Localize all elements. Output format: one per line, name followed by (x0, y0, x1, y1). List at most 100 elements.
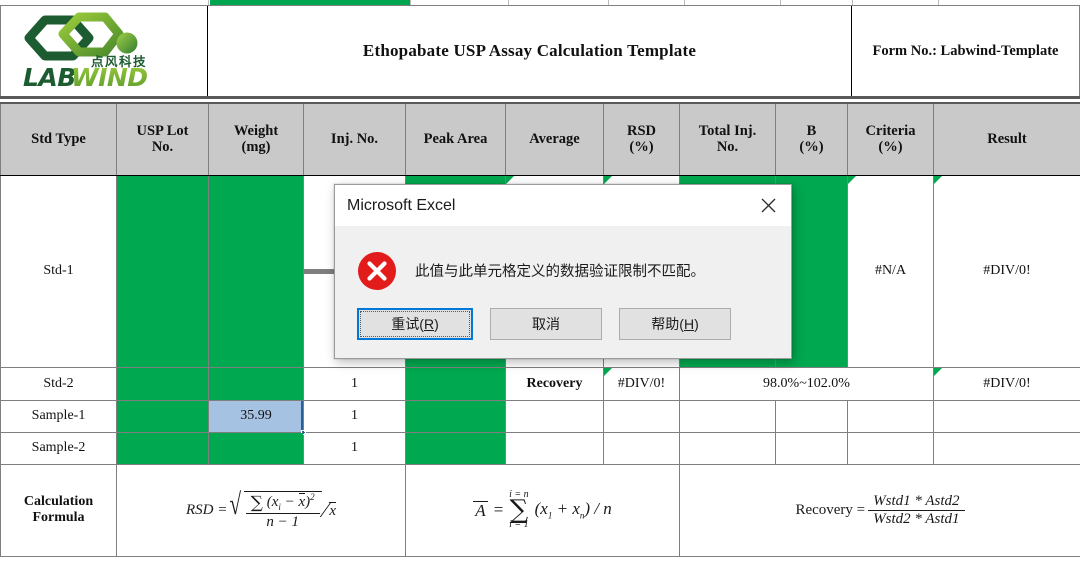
cell-peak-area-sample1[interactable] (405, 399, 506, 433)
radical-body: ∑ (xi − x)2 n − 1 (243, 490, 322, 530)
formula-rsd-fraction: ∑ (xi − x)2 n − 1 (245, 492, 320, 530)
sum-lower-limit: i = 1 (509, 519, 529, 531)
cell-std-type-sample1[interactable]: Sample-1 (0, 399, 117, 433)
cell-average-sample1[interactable] (505, 399, 604, 433)
column-header-total-inj-no: Total Inj. No. (679, 102, 776, 176)
cell-result-sample1[interactable] (933, 399, 1080, 433)
svg-text:WIND: WIND (71, 63, 148, 90)
formula-rsd-lhs: RSD = (185, 501, 228, 518)
cell-weight-std2[interactable] (208, 366, 304, 401)
labwind-logo-art: 点风科技 LAB WIND (23, 12, 148, 90)
col-label: Total Inj. (698, 122, 757, 139)
cell-rsd-sample2[interactable] (603, 431, 680, 465)
help-button[interactable]: 帮助(H) (619, 308, 731, 340)
dialog-button-row: 重试(R) 取消 帮助(H) (335, 304, 791, 340)
formula-average-sum: i = n ∑ i = 1 (509, 488, 529, 531)
svg-text:LAB: LAB (23, 63, 76, 90)
formula-rsd-divisor: x (329, 501, 337, 519)
retry-button-label: 重试(R) (391, 316, 439, 332)
cell-peak-area-sample2[interactable] (405, 431, 506, 465)
col-label: Peak Area (423, 130, 488, 147)
col-label: (mg) (241, 139, 271, 156)
cell-criteria-sample1[interactable] (847, 399, 934, 433)
formula-rsd-slash: ∕ (323, 497, 328, 522)
sum-upper-limit: i = n (509, 488, 529, 500)
cell-inj-no-sample2[interactable]: 1 (303, 431, 406, 465)
table-header-row: Std Type USP Lot No. Weight (mg) Inj. No… (0, 102, 1080, 176)
cancel-button[interactable]: 取消 (490, 308, 602, 340)
cell-average-sample2[interactable] (505, 431, 604, 465)
cell-weight-sample2[interactable] (208, 431, 304, 465)
cell-total-inj-no-sample2[interactable] (679, 431, 776, 465)
dialog-title: Microsoft Excel (347, 196, 456, 214)
cell-recovery-label[interactable]: Recovery (505, 366, 604, 401)
company-logo-cell: 点风科技 LAB WIND (0, 6, 208, 96)
top-row-strip (0, 0, 1080, 6)
cell-weight-std1[interactable] (208, 174, 304, 368)
col-label: Average (529, 130, 580, 147)
column-header-usp-lot-no: USP Lot No. (116, 102, 209, 176)
retry-button[interactable]: 重试(R) (357, 308, 473, 340)
form-number-cell: Form No.: Labwind-Template (852, 6, 1080, 96)
cell-result-std2[interactable]: #DIV/0! (933, 366, 1080, 401)
cell-criteria-std1[interactable]: #N/A (847, 174, 934, 368)
col-label: No. (716, 139, 739, 156)
cell-inj-no-std2[interactable]: 1 (303, 366, 406, 401)
cell-criteria-sample2[interactable] (847, 431, 934, 465)
formula-average-body: (x1 + xn) / n (534, 498, 612, 521)
col-label: (%) (799, 139, 824, 156)
col-label: B (806, 122, 817, 139)
formula-recovery-numerator: Wstd1 * Astd2 (868, 493, 965, 511)
sigma-icon: ∑ (250, 492, 263, 513)
close-icon[interactable] (745, 185, 791, 226)
formula-rsd-radical: √ ∑ (xi − x)2 n − 1 (227, 487, 322, 530)
cell-rsd-sample1[interactable] (603, 399, 680, 433)
document-header-band: 点风科技 LAB WIND Ethopabate USP Assay Calcu… (0, 6, 1080, 99)
col-label: Result (987, 130, 1027, 147)
cell-usp-lot-sample1[interactable] (116, 399, 209, 433)
cell-rsd-std2[interactable]: #DIV/0! (603, 366, 680, 401)
document-title-cell: Ethopabate USP Assay Calculation Templat… (208, 6, 852, 96)
formula-rsd-numerator: ∑ (xi − x)2 (245, 492, 320, 514)
column-header-result: Result (933, 102, 1080, 176)
column-header-criteria: Criteria (%) (847, 102, 934, 176)
col-label: (%) (878, 139, 903, 156)
cell-recovery-range[interactable]: 98.0%~102.0% (679, 366, 934, 401)
cell-std-type-sample2[interactable]: Sample-2 (0, 431, 117, 465)
cell-b-pct-sample1[interactable] (775, 399, 848, 433)
cell-weight-sample1-selected[interactable]: 35.99 (208, 399, 306, 435)
labwind-logo: 点风科技 LAB WIND (19, 12, 189, 90)
radical-sign-icon: √ (229, 487, 242, 521)
dialog-body: 此值与此单元格定义的数据验证限制不匹配。 (335, 226, 791, 304)
cell-inj-no-sample1[interactable]: 1 (303, 399, 406, 433)
cell-calculation-formula-label: Calculation Formula (0, 463, 117, 557)
page-title: Ethopabate USP Assay Calculation Templat… (362, 41, 697, 60)
table-row-std-2: Std-2 1 Recovery #DIV/0! 98.0%~102.0% #D… (0, 366, 1080, 401)
cell-std-type-std1[interactable]: Std-1 (0, 174, 117, 368)
top-strip-green-segment (210, 0, 410, 5)
cell-usp-lot-std2[interactable] (116, 366, 209, 401)
form-number: Form No.: Labwind-Template (872, 42, 1059, 59)
col-label: No. (151, 139, 174, 156)
cell-result-sample2[interactable] (933, 431, 1080, 465)
col-label: (%) (629, 139, 654, 156)
cell-total-inj-no-sample1[interactable] (679, 399, 776, 433)
cell-formula-rsd: RSD = √ ∑ (xi − x)2 n − 1 (116, 463, 406, 557)
col-label: Weight (233, 122, 279, 139)
table-row-sample-2: Sample-2 1 (0, 431, 1080, 465)
formula-average-equals: = (492, 500, 505, 520)
col-label: Criteria (865, 122, 916, 139)
formula-recovery-fraction: Wstd1 * Astd2 Wstd2 * Astd1 (868, 493, 965, 527)
error-icon-glyph (358, 251, 396, 290)
cell-usp-lot-sample2[interactable] (116, 431, 209, 465)
formula-label-line1: Calculation (23, 494, 94, 509)
cell-std-type-std2[interactable]: Std-2 (0, 366, 117, 401)
cell-usp-lot-std1[interactable] (116, 174, 209, 368)
cell-result-std1[interactable]: #DIV/0! (933, 174, 1080, 368)
cell-peak-area-std2[interactable] (405, 366, 506, 401)
column-header-weight: Weight (mg) (208, 102, 304, 176)
dialog-titlebar[interactable]: Microsoft Excel (335, 185, 791, 226)
column-header-peak-area: Peak Area (405, 102, 506, 176)
cell-b-pct-sample2[interactable] (775, 431, 848, 465)
formula-label-line2: Formula (32, 510, 85, 525)
